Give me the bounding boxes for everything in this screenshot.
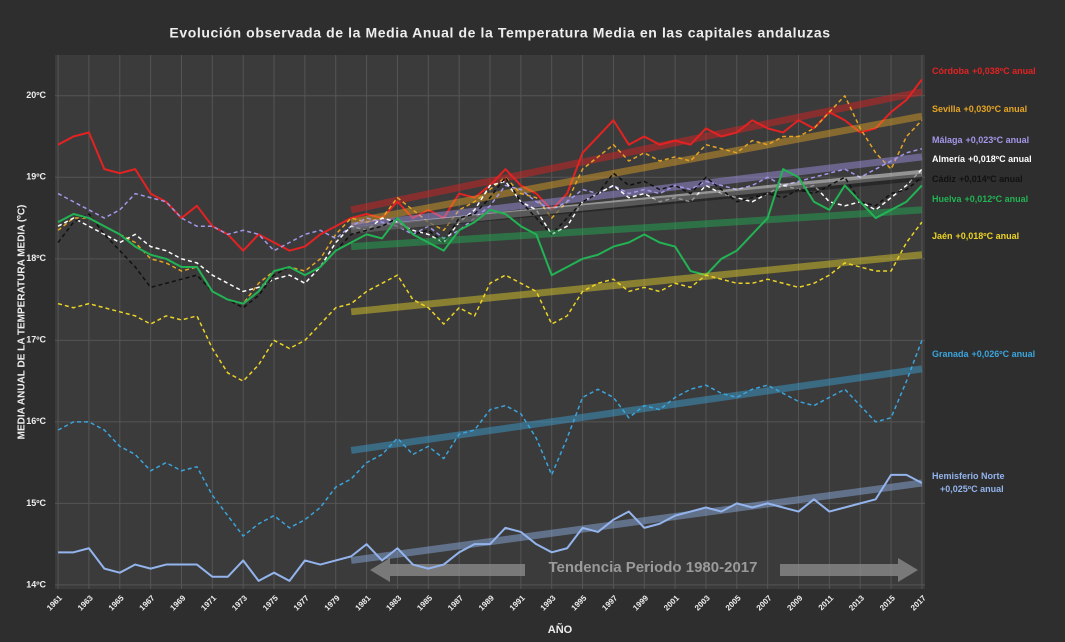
- series-name: Sevilla: [932, 104, 962, 114]
- series-name: Almería: [932, 154, 966, 164]
- y-tick-label: 18ºC: [26, 253, 46, 263]
- trend-line: [350, 112, 923, 226]
- trend-line: [350, 479, 923, 564]
- y-tick-label: 20ºC: [26, 90, 46, 100]
- trend-label: +0,023ºC anual: [966, 135, 1030, 145]
- series-name: Granada: [932, 349, 970, 359]
- trend-line: [350, 365, 923, 454]
- trend-label: +0,025ºC anual: [940, 484, 1004, 494]
- trend-label: +0,018ºC anual: [968, 154, 1032, 164]
- trend-arrows: [370, 558, 918, 582]
- series-label: Granada +0,026ºC anual: [932, 349, 1035, 359]
- series-label: Jaén +0,018ºC anual: [932, 231, 1019, 241]
- series-label: Málaga +0,023ºC anual: [932, 135, 1029, 145]
- series-label: Cádiz +0,014ºC anual: [932, 174, 1023, 184]
- series-name: Huelva: [932, 194, 963, 204]
- y-tick-label: 17ºC: [26, 335, 46, 345]
- trend-label: +0,030ºC anual: [964, 104, 1028, 114]
- trend-line: [350, 206, 923, 251]
- series-line: [57, 172, 923, 309]
- trend-label: +0,014ºC anual: [959, 174, 1023, 184]
- annotation: Tendencia Periodo 1980-2017: [549, 559, 758, 576]
- series-line: [57, 221, 923, 382]
- series-name: Málaga: [932, 135, 964, 145]
- trend-line: [350, 88, 923, 214]
- series-name: Jaén: [932, 231, 953, 241]
- series-name: Hemisferio Norte: [932, 471, 1005, 481]
- y-axis-label: MEDIA ANUAL DE LA TEMPERATURA MEDIA (ºC): [17, 205, 28, 440]
- series-label: Hemisferio Norte +0,025ºC anual: [932, 471, 1005, 494]
- series-line: [57, 168, 923, 305]
- y-tick-label: 16ºC: [26, 416, 46, 426]
- y-tick-label: 14ºC: [26, 579, 46, 589]
- trend-line: [350, 173, 923, 234]
- x-axis-label: AÑO: [548, 623, 573, 636]
- series-label: Córdoba +0,038ºC anual: [932, 66, 1036, 76]
- trend-label: +0,026ºC anual: [972, 349, 1036, 359]
- y-tick-label: 15ºC: [26, 498, 46, 508]
- series-label: Huelva +0,012ºC anual: [932, 194, 1028, 204]
- trend-line: [350, 169, 923, 234]
- series-label: Almería +0,018ºC anual: [932, 154, 1032, 164]
- trend-line: [350, 251, 923, 316]
- y-tick-label: 19ºC: [26, 172, 46, 182]
- series-label: Sevilla +0,030ºC anual: [932, 104, 1027, 114]
- series-name: Córdoba: [932, 66, 970, 76]
- trend-label: +0,018ºC anual: [956, 231, 1020, 241]
- trend-label: +0,038ºC anual: [972, 66, 1036, 76]
- chart-title: Evolución observada de la Media Anual de…: [169, 25, 830, 41]
- series-line: [57, 340, 923, 537]
- series-line: [58, 473, 923, 582]
- series-name: Cádiz: [932, 174, 957, 184]
- trend-label: +0,012ºC anual: [965, 194, 1029, 204]
